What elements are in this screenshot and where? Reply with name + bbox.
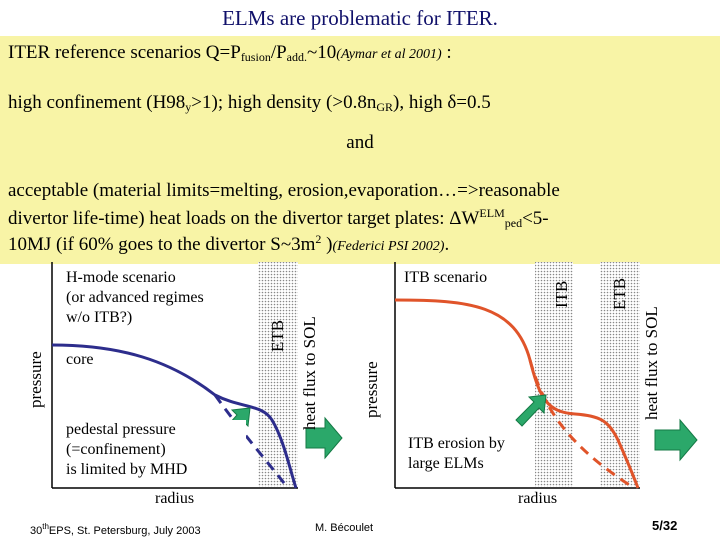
line-reference-scenarios: ITER reference scenarios Q=Pfusion/Padd.… xyxy=(8,42,452,64)
left-radius-label: radius xyxy=(155,490,195,507)
line-10mj: 10MJ (if 60% goes to the divertor S~3m2 … xyxy=(8,232,450,255)
left-heat-flux-arrow xyxy=(305,416,343,460)
line-and: and xyxy=(346,132,374,153)
core-label: core xyxy=(66,351,94,368)
citation-federici: (Federici PSI 2002) xyxy=(332,239,445,254)
footer-conference: 30thEPS, St. Petersburg, July 2003 xyxy=(30,522,201,537)
left-pressure-dashed-curve xyxy=(213,394,290,489)
itb-scenario-label: ITB scenario xyxy=(404,268,534,288)
right-y-axis-label: pressure xyxy=(362,361,381,418)
footer-author: M. Bécoulet xyxy=(315,522,374,534)
right-pressure-curve xyxy=(394,298,640,489)
right-heat-flux-label: heat flux to SOL xyxy=(642,306,661,420)
right-radius-label: radius xyxy=(518,490,558,507)
left-y-axis-label: pressure xyxy=(26,351,45,408)
line-acceptable: acceptable (material limits=melting, ero… xyxy=(8,180,560,201)
left-heat-flux-label: heat flux to SOL xyxy=(300,316,319,430)
heat-flux-arrow xyxy=(654,418,698,462)
itb-band-right xyxy=(535,262,573,487)
right-green-arrow xyxy=(515,394,547,427)
citation-aymar: (Aymar et al 2001) xyxy=(336,47,442,62)
left-etb-label: ETB xyxy=(268,319,287,352)
itb-erosion-label: ITB erosion by large ELMs xyxy=(408,434,505,474)
right-etb-label: ETB xyxy=(610,277,629,310)
etb-band-right xyxy=(600,262,640,487)
slide-title: ELMs are problematic for ITER. xyxy=(222,6,498,30)
right-itb-label: ITB xyxy=(552,280,571,308)
right-pressure-dashed-curve xyxy=(528,359,635,490)
highlight-band xyxy=(0,36,720,264)
page-number: 5/32 xyxy=(652,518,678,533)
etb-band-left xyxy=(258,262,298,487)
line-high-confinement: high confinement (H98y>1); high density … xyxy=(8,92,491,114)
pedestal-label: pedestal pressure (=confinement) is limi… xyxy=(66,420,246,480)
h-mode-scenario-label: H-mode scenario (or advanced regimes w/o… xyxy=(66,269,204,326)
line-divertor: divertor life-time) heat loads on the di… xyxy=(8,206,549,230)
left-pressure-curve xyxy=(51,343,298,489)
